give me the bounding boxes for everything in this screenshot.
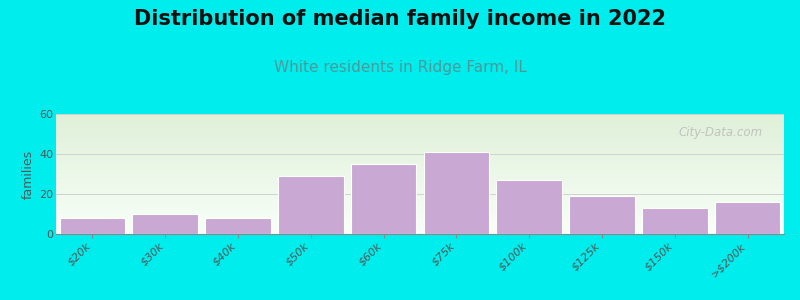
Bar	[278, 176, 343, 234]
Y-axis label: families: families	[22, 149, 35, 199]
Text: White residents in Ridge Farm, IL: White residents in Ridge Farm, IL	[274, 60, 526, 75]
Text: City-Data.com: City-Data.com	[678, 126, 762, 139]
Bar	[424, 152, 489, 234]
Bar	[351, 164, 416, 234]
Bar	[60, 218, 125, 234]
Text: Distribution of median family income in 2022: Distribution of median family income in …	[134, 9, 666, 29]
Bar	[497, 180, 562, 234]
Bar	[570, 196, 634, 234]
Bar	[715, 202, 780, 234]
Bar	[642, 208, 707, 234]
Bar	[206, 218, 270, 234]
Bar	[133, 214, 198, 234]
